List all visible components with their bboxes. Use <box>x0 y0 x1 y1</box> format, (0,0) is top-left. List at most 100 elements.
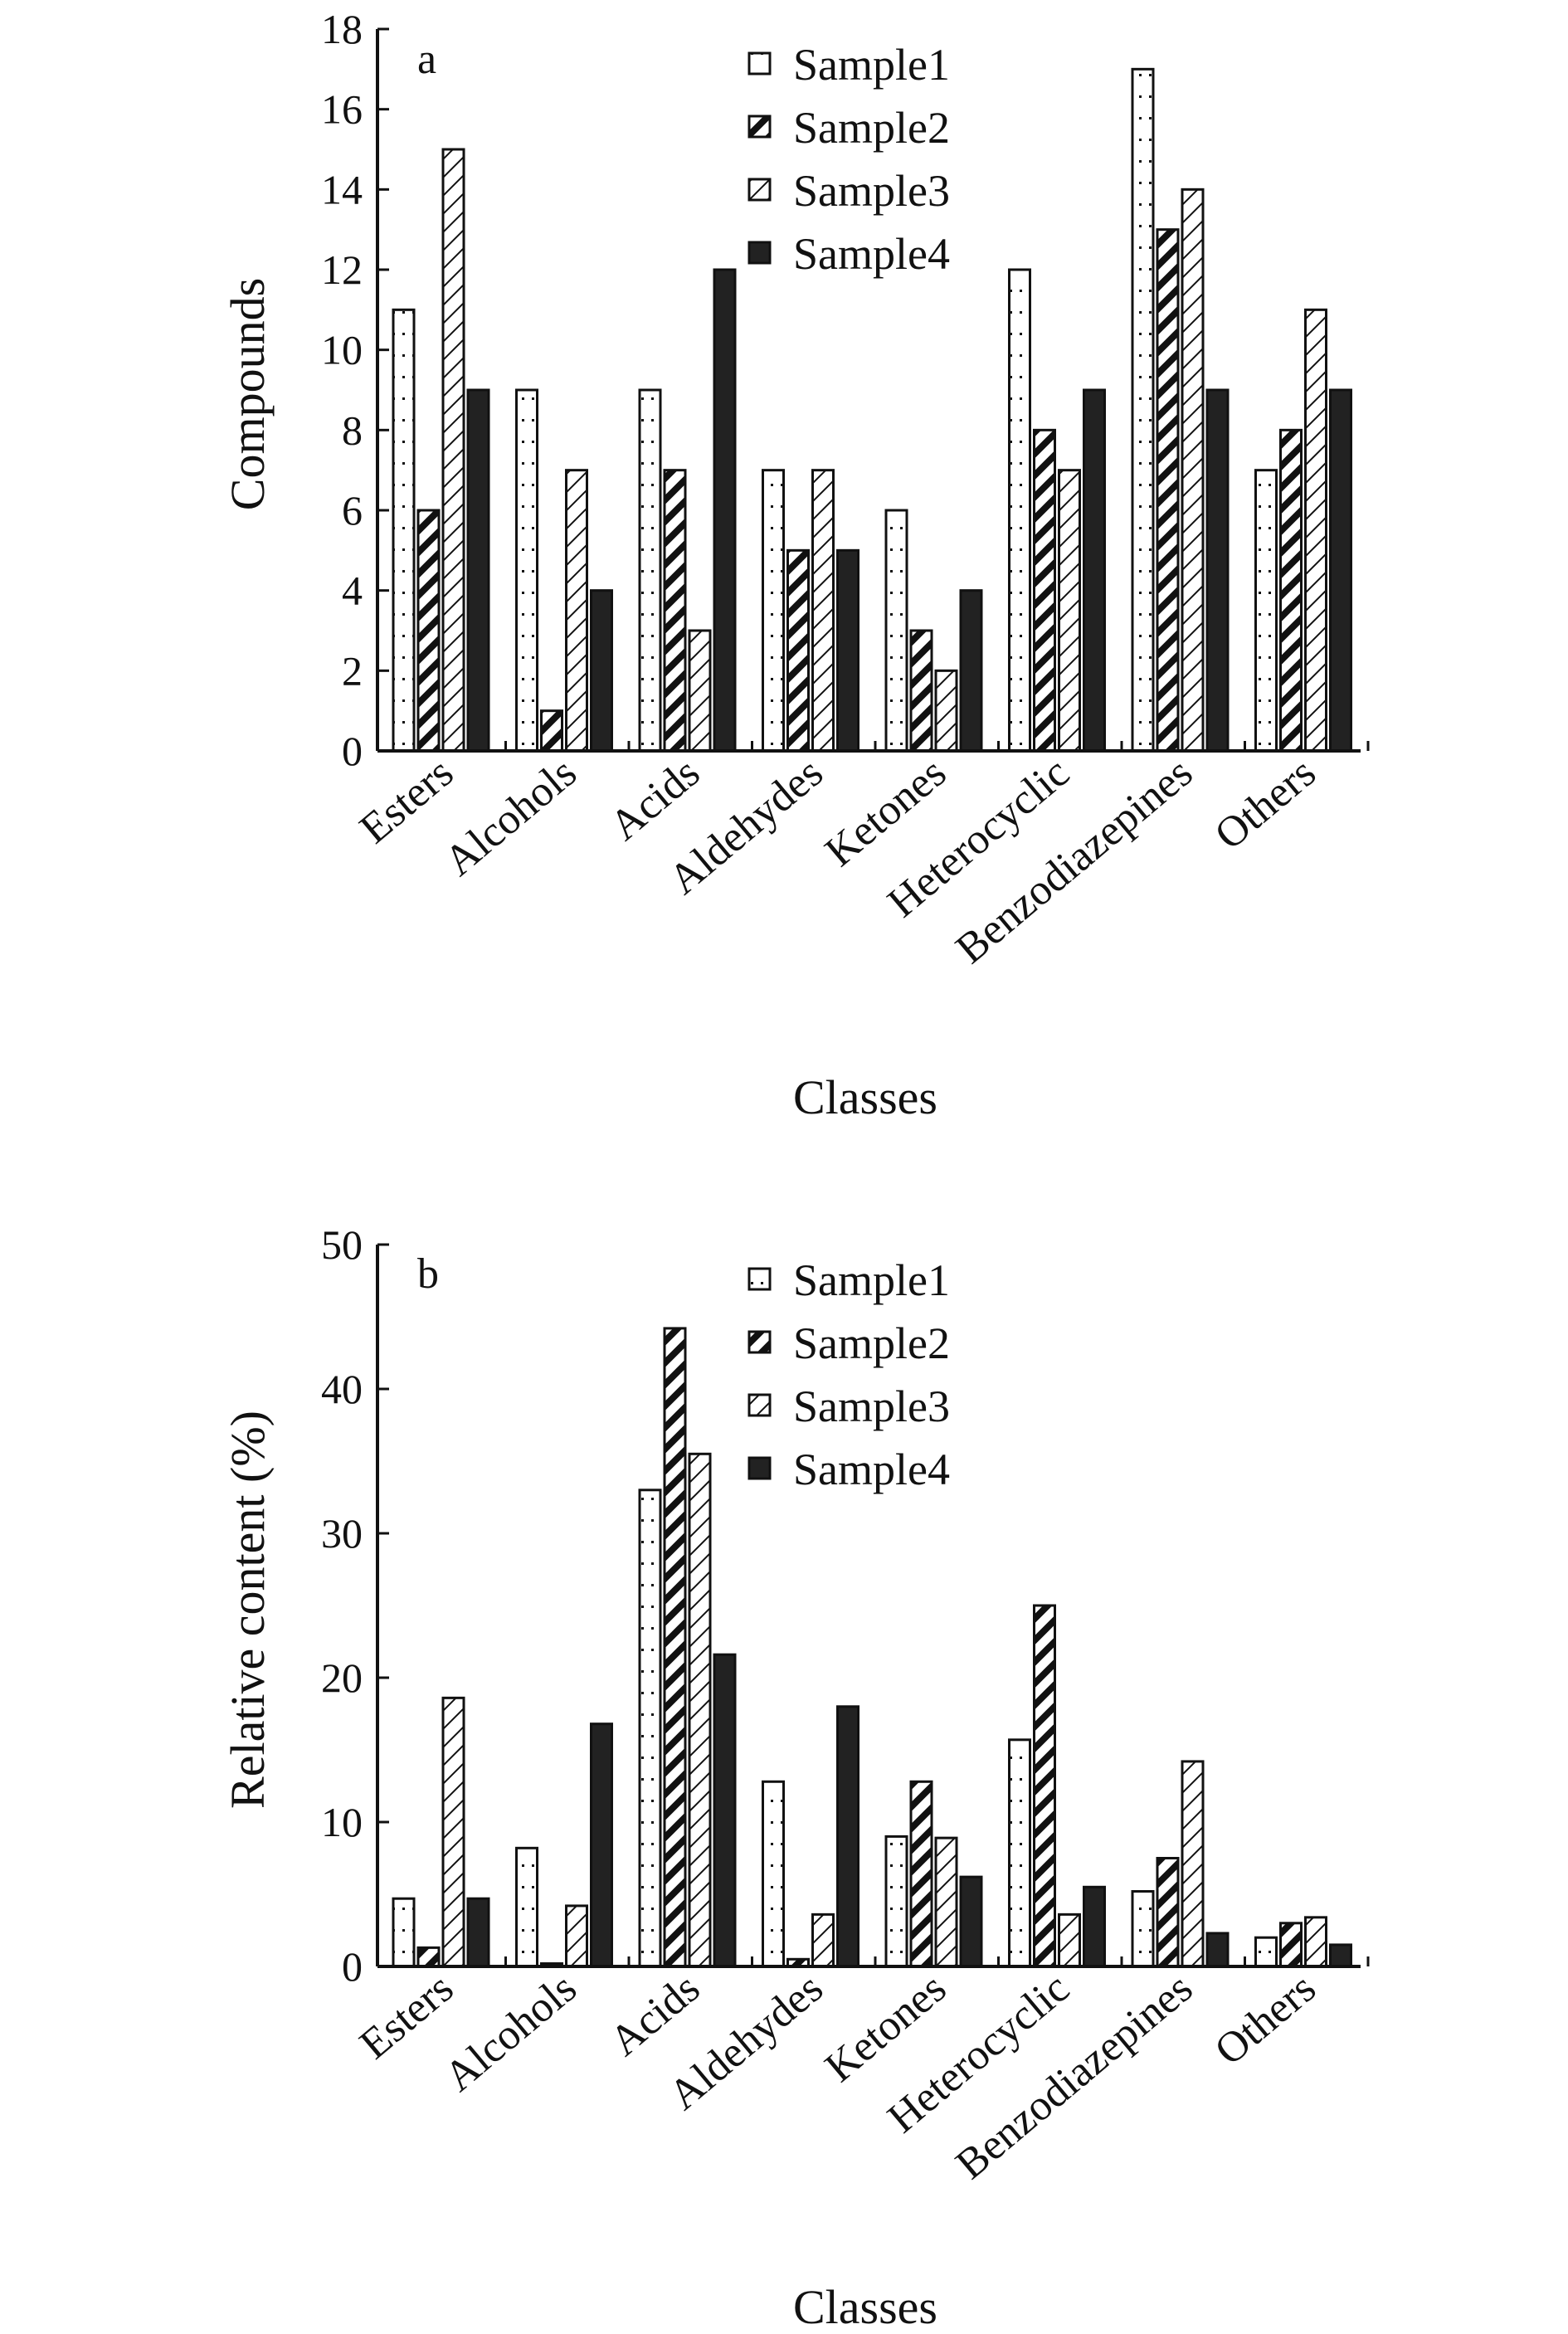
y-tick-label: 2 <box>342 647 363 694</box>
bar-sample1-esters <box>392 1897 416 1968</box>
bar-sample3-alcohols <box>565 1904 588 1968</box>
bar-sample3-esters <box>441 148 465 753</box>
y-tick-label: 14 <box>321 166 363 212</box>
bar-sample4-alcohols <box>590 1722 613 1968</box>
bar-sample3-acids <box>688 629 712 753</box>
bar-sample3-acids <box>688 1452 712 1968</box>
bar-sample3-ketones <box>934 669 958 753</box>
legend-item-sample2: Sample2 <box>747 1318 950 1368</box>
bar-sample1-esters <box>392 308 416 753</box>
y-tick-label: 30 <box>321 1510 363 1557</box>
y-tick-label: 0 <box>342 728 363 774</box>
legend-label-sample3: Sample3 <box>793 166 950 216</box>
x-tick-label: Acids <box>601 1965 709 2066</box>
legend-label-sample1: Sample1 <box>793 40 950 90</box>
bar-sample4-alcohols <box>590 589 613 753</box>
y-tick-label: 50 <box>321 1221 363 1268</box>
bar-sample2-aldehydes <box>786 548 810 753</box>
legend-swatch-sample3 <box>747 178 772 202</box>
legend-swatch-sample1 <box>747 51 772 76</box>
y-tick-label: 6 <box>342 487 363 534</box>
legend-item-sample3: Sample3 <box>747 166 950 216</box>
bar-sample1-others <box>1254 1936 1278 1968</box>
legend-item-sample1: Sample1 <box>747 1255 950 1305</box>
y-tick-label: 10 <box>321 1799 363 1845</box>
x-tick-label: Esters <box>351 1965 462 2068</box>
bar-sample1-alcohols <box>515 388 538 753</box>
y-tick-label: 0 <box>342 1943 363 1990</box>
y-tick-label: 16 <box>321 86 363 133</box>
x-tick-label: Acids <box>601 749 709 850</box>
x-tick-label: Alcohols <box>436 749 585 885</box>
legend-label-sample2: Sample2 <box>793 1318 950 1368</box>
bar-sample4-ketones <box>959 589 983 753</box>
y-tick-label: 20 <box>321 1654 363 1701</box>
bar-sample4-others <box>1329 1943 1352 1968</box>
bar-sample2-others <box>1279 428 1303 753</box>
chart-panel-b: Relative content (%) Classes b Sample1 S… <box>221 1221 1370 2334</box>
bar-sample4-benzodiazepines <box>1205 388 1230 753</box>
bar-sample3-benzodiazepines <box>1181 188 1205 753</box>
bar-sample2-acids <box>663 1327 687 1968</box>
bar-sample3-aldehydes <box>811 1913 835 1968</box>
bar-sample4-heterocyclic <box>1083 388 1106 753</box>
legend-item-sample1: Sample1 <box>747 40 950 90</box>
legend-label-sample3: Sample3 <box>793 1381 950 1431</box>
bar-sample1-ketones <box>884 509 908 753</box>
y-tick-label: 8 <box>342 407 363 453</box>
bar-sample3-alcohols <box>565 469 588 753</box>
legend-swatch-sample1 <box>747 1267 772 1291</box>
x-tick-label: Others <box>1206 1965 1325 2075</box>
panel-a-ylabel: Compounds <box>221 278 275 510</box>
legend-swatch-sample2 <box>747 115 772 139</box>
bar-sample4-esters <box>466 388 490 753</box>
bar-sample2-benzodiazepines <box>1156 1857 1180 1968</box>
panel-b-legend: Sample1 Sample2 Sample3 Sample4 <box>747 1255 950 1494</box>
legend-item-sample4: Sample4 <box>747 229 950 279</box>
bar-sample3-ketones <box>934 1836 958 1968</box>
legend-swatch-sample2 <box>747 1330 772 1354</box>
bar-sample4-acids <box>713 268 737 753</box>
bar-sample2-esters <box>416 509 441 753</box>
bar-sample2-benzodiazepines <box>1156 228 1180 753</box>
panel-b-xlabel: Classes <box>793 2280 937 2334</box>
bar-sample4-benzodiazepines <box>1205 1932 1230 1968</box>
bar-sample4-aldehydes <box>836 548 859 753</box>
legend-label-sample4: Sample4 <box>793 1445 950 1494</box>
bar-sample1-aldehydes <box>762 1780 785 1968</box>
legend-item-sample3: Sample3 <box>747 1381 950 1431</box>
bar-sample1-ketones <box>884 1835 908 1968</box>
bar-sample1-heterocyclic <box>1008 1738 1031 1968</box>
bar-sample4-aldehydes <box>836 1705 859 1968</box>
panel-a-legend: Sample1 Sample2 Sample3 Sample4 <box>747 40 950 279</box>
panel-a-letter: a <box>417 36 436 83</box>
legend-swatch-sample3 <box>747 1393 772 1417</box>
y-tick-label: 4 <box>342 568 363 614</box>
bar-sample1-acids <box>638 388 662 753</box>
bar-sample2-others <box>1279 1922 1303 1968</box>
bar-sample3-benzodiazepines <box>1181 1760 1205 1968</box>
y-tick-label: 18 <box>321 6 363 52</box>
bar-sample2-alcohols <box>540 709 563 753</box>
bar-sample1-others <box>1254 469 1278 753</box>
legend-item-sample2: Sample2 <box>747 103 950 153</box>
legend-item-sample4: Sample4 <box>747 1445 950 1494</box>
bar-sample2-acids <box>663 469 687 753</box>
panel-a-xlabel: Classes <box>793 1070 937 1124</box>
bar-sample3-heterocyclic <box>1058 469 1081 753</box>
bar-sample1-benzodiazepines <box>1131 1890 1155 1968</box>
y-tick-label: 12 <box>321 246 363 293</box>
bar-sample1-aldehydes <box>762 469 785 753</box>
bar-sample4-others <box>1329 388 1352 753</box>
bar-sample1-acids <box>638 1489 662 1968</box>
panel-b-letter: b <box>417 1250 439 1298</box>
legend-swatch-sample4 <box>747 1456 772 1480</box>
bar-sample3-aldehydes <box>811 469 835 753</box>
x-tick-label: Esters <box>351 749 462 853</box>
bar-sample3-heterocyclic <box>1058 1913 1081 1968</box>
bar-sample2-heterocyclic <box>1033 1604 1056 1968</box>
bar-sample2-heterocyclic <box>1033 428 1056 753</box>
panel-b-ylabel: Relative content (%) <box>221 1411 275 1809</box>
x-tick-label: Alcohols <box>436 1965 585 2101</box>
